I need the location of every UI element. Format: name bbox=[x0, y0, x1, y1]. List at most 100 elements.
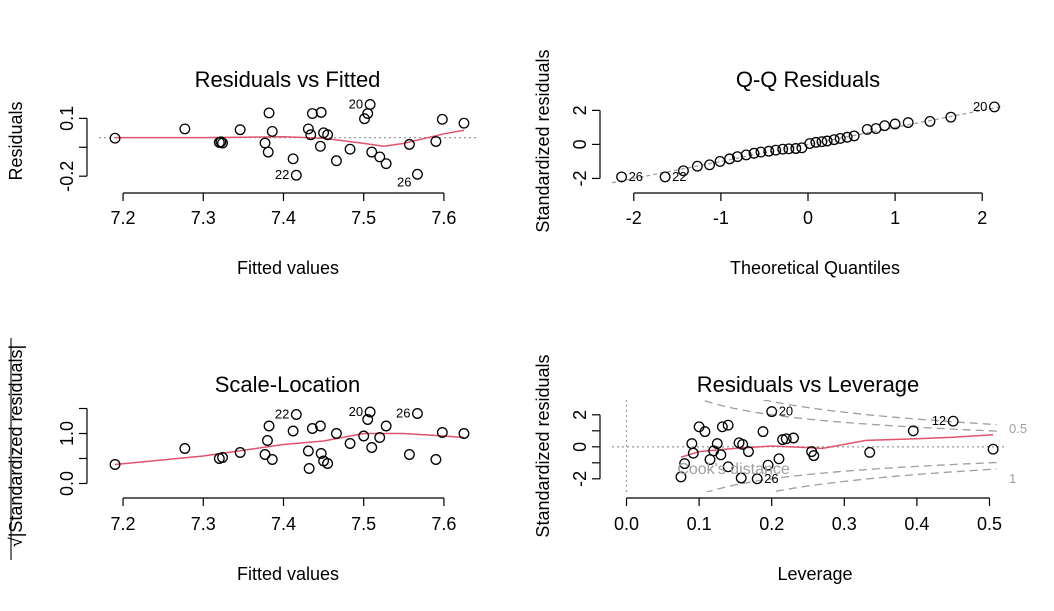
data-point bbox=[704, 159, 716, 171]
data-point bbox=[616, 171, 628, 183]
x-tick-label: 7.5 bbox=[351, 208, 376, 228]
data-point bbox=[234, 124, 246, 136]
panel-3: Scale-Location 7.2 7.3 7.4 7.5 7.6 0.0 1.0 Fitte… bbox=[6, 338, 470, 584]
x-tick-label: 7.5 bbox=[351, 514, 376, 534]
point-label: 20 bbox=[973, 99, 987, 114]
data-point bbox=[821, 135, 833, 147]
y-tick-label: 0.1 bbox=[57, 106, 77, 131]
data-point bbox=[861, 123, 873, 135]
x-tick-label: 0.1 bbox=[687, 514, 712, 534]
data-point bbox=[303, 463, 315, 474]
data-point bbox=[699, 426, 711, 438]
x-tick-label: 0.2 bbox=[759, 514, 784, 534]
data-point bbox=[179, 123, 191, 135]
data-point bbox=[263, 107, 275, 119]
x-tick-label: 0.3 bbox=[832, 514, 857, 534]
y-tick-label: 0 bbox=[570, 139, 590, 149]
y-tick-label: 0.0 bbox=[57, 471, 77, 496]
data-point bbox=[679, 458, 691, 470]
data-point bbox=[848, 130, 860, 142]
data-point bbox=[766, 406, 778, 418]
data-point bbox=[263, 420, 275, 432]
x-axis-label: Leverage bbox=[777, 564, 852, 584]
x-tick-label: 0.0 bbox=[614, 514, 639, 534]
data-point bbox=[757, 426, 769, 438]
cooks-contour bbox=[768, 468, 997, 492]
point-label: 12 bbox=[932, 413, 946, 428]
x-tick-label: 7.4 bbox=[271, 208, 296, 228]
data-point bbox=[330, 428, 342, 439]
y-tick-label: 2 bbox=[570, 105, 590, 115]
data-point bbox=[889, 118, 901, 130]
data-point bbox=[322, 129, 334, 141]
data-point bbox=[306, 423, 318, 434]
data-point bbox=[810, 136, 822, 148]
data-point bbox=[262, 146, 274, 158]
data-point bbox=[436, 427, 448, 438]
y-tick-label: -2 bbox=[570, 170, 590, 186]
data-point bbox=[804, 138, 816, 150]
x-tick-label: 7.6 bbox=[431, 208, 456, 228]
plot-area bbox=[611, 101, 1005, 184]
plot-area bbox=[109, 406, 470, 474]
data-point bbox=[687, 447, 699, 459]
data-point bbox=[743, 446, 754, 458]
x-tick-label: 0.5 bbox=[977, 514, 1002, 534]
data-point bbox=[364, 99, 376, 110]
x-tick-label: 7.6 bbox=[431, 514, 456, 534]
data-point bbox=[716, 421, 728, 433]
data-point bbox=[380, 158, 392, 170]
data-point bbox=[302, 123, 314, 135]
data-point bbox=[179, 443, 191, 454]
x-tick-label: 7.4 bbox=[271, 514, 296, 534]
data-point bbox=[344, 438, 356, 449]
data-point bbox=[763, 145, 775, 157]
data-point bbox=[722, 461, 734, 473]
x-tick-label: 2 bbox=[977, 208, 987, 228]
cooks-contour bbox=[700, 400, 997, 432]
data-point bbox=[261, 435, 273, 446]
data-point bbox=[374, 151, 386, 163]
y-axis-label: Standardized residuals bbox=[533, 354, 553, 537]
data-point bbox=[362, 414, 374, 425]
panel-title: Residuals vs Leverage bbox=[697, 372, 920, 397]
cooks-contour bbox=[760, 400, 997, 426]
data-point bbox=[315, 448, 327, 459]
data-point bbox=[322, 458, 334, 469]
data-point bbox=[751, 473, 763, 485]
data-point bbox=[788, 432, 799, 444]
point-label: 20 bbox=[349, 96, 363, 111]
data-point bbox=[777, 143, 789, 155]
data-point bbox=[773, 453, 785, 465]
data-point bbox=[266, 126, 278, 137]
data-point bbox=[691, 160, 703, 172]
data-point bbox=[266, 454, 278, 465]
data-point bbox=[458, 428, 470, 439]
point-label: 22 bbox=[275, 407, 289, 422]
y-axis-label: √|Standardized residuals| bbox=[6, 345, 26, 547]
panel-title: Scale-Location bbox=[215, 372, 361, 397]
data-point bbox=[366, 442, 378, 453]
data-point bbox=[945, 111, 957, 123]
y-tick-label: 0 bbox=[570, 442, 590, 452]
data-point bbox=[430, 454, 442, 465]
y-axis-label: Residuals bbox=[6, 101, 26, 180]
y-tick-label: 1.0 bbox=[57, 421, 77, 446]
data-point bbox=[234, 447, 246, 458]
data-point bbox=[302, 445, 314, 457]
x-tick-label: 7.3 bbox=[191, 514, 216, 534]
cooks-contour bbox=[705, 461, 997, 492]
x-tick-label: 0.4 bbox=[904, 514, 929, 534]
data-point bbox=[411, 168, 423, 180]
y-tick-label: -0.2 bbox=[57, 161, 77, 192]
panel-title: Residuals vs Fitted bbox=[195, 67, 381, 92]
x-axis-label: Fitted values bbox=[237, 258, 339, 278]
point-label: 26 bbox=[396, 406, 410, 421]
x-tick-label: -2 bbox=[626, 208, 642, 228]
data-point bbox=[722, 419, 734, 431]
data-point bbox=[715, 449, 727, 461]
data-point bbox=[305, 129, 317, 141]
data-point bbox=[737, 438, 749, 450]
data-point bbox=[215, 136, 227, 148]
